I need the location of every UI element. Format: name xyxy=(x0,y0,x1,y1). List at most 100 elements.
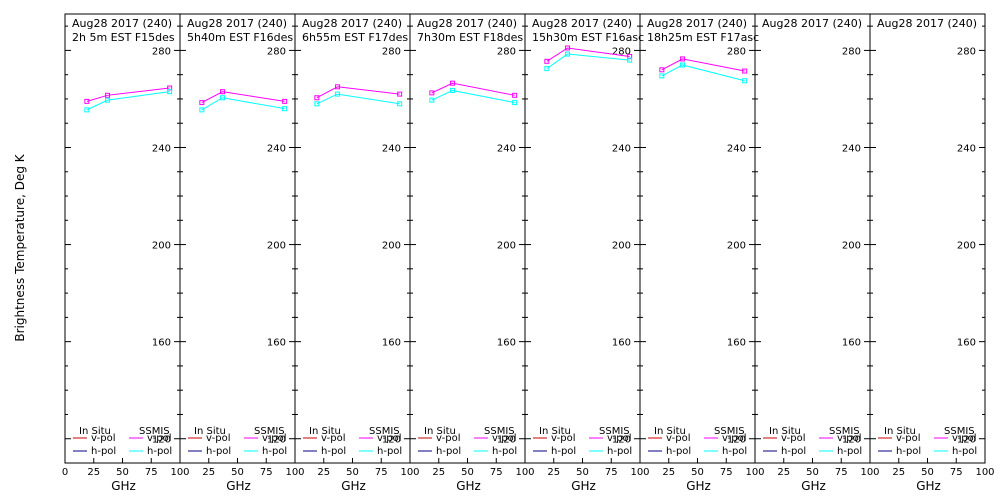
data-point xyxy=(659,73,665,79)
data-point xyxy=(335,84,341,90)
x-tick-label: 25 xyxy=(777,467,790,478)
x-tick-label: 50 xyxy=(231,467,244,478)
y-tick-label: 280 xyxy=(497,46,516,57)
x-tick-label: 50 xyxy=(806,467,819,478)
legend-label: h-pol xyxy=(262,446,287,457)
y-axis-title: Brightness Temperature, Deg K xyxy=(13,153,27,341)
x-axis-title: GHz xyxy=(226,479,251,493)
panel-title-pass: 18h25m EST F17asc xyxy=(647,31,759,44)
y-tick-label: 240 xyxy=(842,143,861,154)
series-v-pol xyxy=(86,87,170,102)
data-point xyxy=(84,98,90,104)
legend-label: v-pol xyxy=(147,433,172,444)
x-tick-label: 75 xyxy=(260,467,273,478)
data-point xyxy=(565,45,571,51)
data-point xyxy=(314,101,320,107)
legend-ssmis-header: SSMIS xyxy=(829,426,860,437)
panel-frame xyxy=(869,13,986,464)
series-h-pol xyxy=(546,53,630,70)
data-point xyxy=(314,95,320,101)
data-point xyxy=(105,97,111,103)
y-tick-label: 280 xyxy=(957,46,976,57)
x-tick-label: 50 xyxy=(346,467,359,478)
x-tick-label: 50 xyxy=(461,467,474,478)
legend-label: h-pol xyxy=(837,446,862,457)
series-v-pol xyxy=(431,82,515,96)
panel-6: Aug28 2017 (240)18h25m EST F17asc 120 160 2… xyxy=(639,13,765,493)
data-point xyxy=(544,58,550,64)
y-tick-label: 280 xyxy=(152,46,171,57)
data-point xyxy=(397,101,403,107)
legend-ssmis-header: SSMIS xyxy=(369,426,400,437)
panel-title-pass: 2h 5m EST F15des xyxy=(72,31,175,44)
x-axis-title: GHz xyxy=(916,479,941,493)
panel-title-date: Aug28 2017 (240) xyxy=(877,17,977,30)
x-tick-label: 100 xyxy=(860,467,879,478)
panel-frame xyxy=(64,13,181,464)
panel-frame xyxy=(754,13,871,464)
x-tick-label: 100 xyxy=(170,467,189,478)
legend-label: v-pol xyxy=(837,433,862,444)
data-point xyxy=(335,91,341,97)
panel-title-date: Aug28 2017 (240) xyxy=(417,17,517,30)
panel-title-date: Aug28 2017 (240) xyxy=(762,17,862,30)
y-tick-label: 120 xyxy=(497,435,516,446)
y-tick-label: 120 xyxy=(382,435,401,446)
x-tick-label: 50 xyxy=(576,467,589,478)
legend-label: h-pol xyxy=(896,446,921,457)
legend-ssmis-header: SSMIS xyxy=(944,426,975,437)
legend-label: h-pol xyxy=(147,446,172,457)
series-h-pol xyxy=(431,89,515,104)
data-point xyxy=(742,78,748,84)
legend-in-situ-header: In Situ xyxy=(309,426,341,437)
data-point xyxy=(450,80,456,86)
legend-label: v-pol xyxy=(952,433,977,444)
legend-label: h-pol xyxy=(666,446,691,457)
y-tick-label: 160 xyxy=(727,338,746,349)
x-axis-title: GHz xyxy=(111,479,136,493)
panel-8: Aug28 2017 (240) 120 160 200 240 280 25 50 75 100… xyxy=(869,13,995,493)
data-point xyxy=(199,100,205,106)
data-point xyxy=(512,92,518,98)
legend-label: v-pol xyxy=(377,433,402,444)
legend-label: h-pol xyxy=(952,446,977,457)
panel-frame xyxy=(409,13,526,464)
data-point xyxy=(220,95,226,101)
y-tick-label: 200 xyxy=(727,241,746,252)
y-tick-label: 240 xyxy=(727,143,746,154)
data-point xyxy=(450,87,456,93)
y-tick-label: 160 xyxy=(267,338,286,349)
legend-in-situ-header: In Situ xyxy=(424,426,456,437)
panel-frame xyxy=(179,13,296,464)
x-tick-label: 25 xyxy=(432,467,445,478)
legend-label: h-pol xyxy=(781,446,806,457)
x-tick-label: 25 xyxy=(202,467,215,478)
x-tick-label: 50 xyxy=(691,467,704,478)
series-v-pol xyxy=(661,58,745,72)
data-point xyxy=(565,51,571,57)
series-h-pol xyxy=(316,93,400,105)
data-point xyxy=(429,90,435,96)
panel-title-date: Aug28 2017 (240) xyxy=(302,17,402,30)
y-tick-label: 120 xyxy=(727,435,746,446)
panel-title-date: Aug28 2017 (240) xyxy=(532,17,632,30)
y-tick-label: 200 xyxy=(267,241,286,252)
legend-ssmis-header: SSMIS xyxy=(139,426,170,437)
x-tick-label: 25 xyxy=(662,467,675,478)
x-tick-label: 25 xyxy=(87,467,100,478)
legend-ssmis-header: SSMIS xyxy=(484,426,515,437)
legend-in-situ-header: In Situ xyxy=(539,426,571,437)
panel-title-date: Aug28 2017 (240) xyxy=(72,17,172,30)
y-tick-label: 200 xyxy=(382,241,401,252)
panel-4: Aug28 2017 (240)7h30m EST F18des 120 160 20… xyxy=(409,13,535,493)
panel-frame xyxy=(294,13,411,464)
data-point xyxy=(680,62,686,68)
x-tick-label: 100 xyxy=(285,467,304,478)
series-v-pol xyxy=(201,91,285,104)
y-tick-label: 280 xyxy=(727,46,746,57)
legend-label: v-pol xyxy=(722,433,747,444)
legend-label: v-pol xyxy=(607,433,632,444)
series-h-pol xyxy=(86,91,170,111)
legend-ssmis-header: SSMIS xyxy=(714,426,745,437)
x-tick-label: 25 xyxy=(892,467,905,478)
